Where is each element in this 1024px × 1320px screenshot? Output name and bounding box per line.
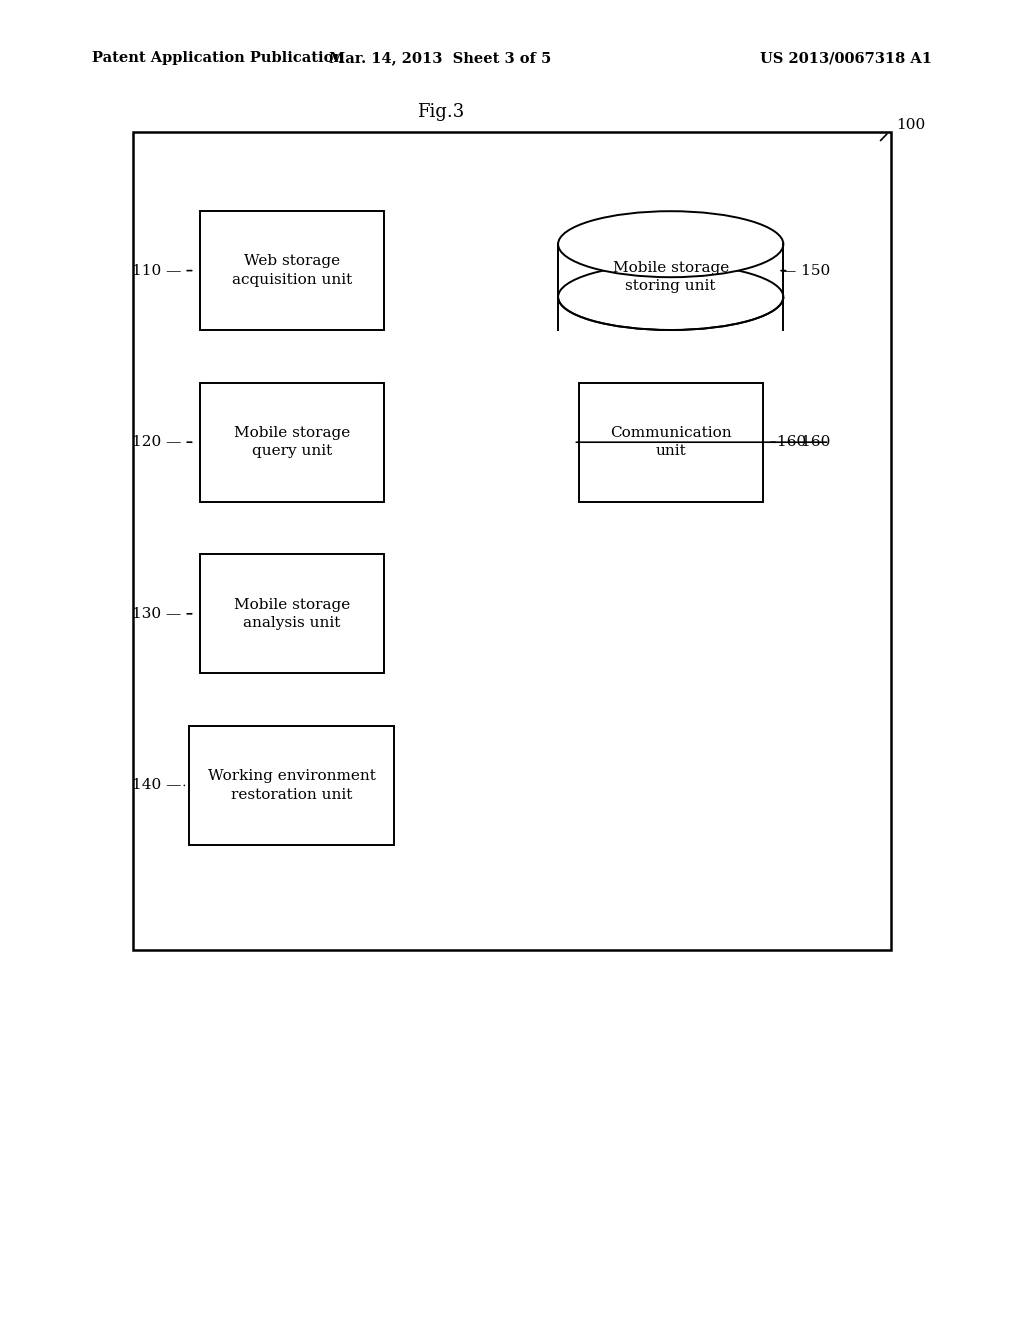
Ellipse shape: [558, 264, 783, 330]
Text: 100: 100: [896, 119, 926, 132]
Text: Patent Application Publication: Patent Application Publication: [92, 51, 344, 65]
FancyBboxPatch shape: [133, 132, 891, 950]
Ellipse shape: [558, 211, 783, 277]
FancyBboxPatch shape: [558, 244, 783, 297]
FancyBboxPatch shape: [200, 383, 384, 502]
Text: Mar. 14, 2013  Sheet 3 of 5: Mar. 14, 2013 Sheet 3 of 5: [329, 51, 552, 65]
Text: — 150: — 150: [781, 264, 830, 277]
Text: 130 —: 130 —: [132, 607, 181, 620]
Text: US 2013/0067318 A1: US 2013/0067318 A1: [760, 51, 932, 65]
Text: 140 —: 140 —: [132, 779, 181, 792]
FancyBboxPatch shape: [200, 211, 384, 330]
Text: Mobile storage
query unit: Mobile storage query unit: [233, 426, 350, 458]
Text: — 160: — 160: [781, 436, 830, 449]
Text: Working environment
restoration unit: Working environment restoration unit: [208, 770, 376, 801]
Text: 110 —: 110 —: [132, 264, 181, 277]
Text: Communication
unit: Communication unit: [610, 426, 731, 458]
Text: Web storage
acquisition unit: Web storage acquisition unit: [231, 255, 352, 286]
Text: Mobile storage
storing unit: Mobile storage storing unit: [612, 261, 729, 293]
Text: 120 —: 120 —: [132, 436, 181, 449]
FancyBboxPatch shape: [189, 726, 394, 845]
Text: 160 —: 160 —: [777, 436, 826, 449]
Text: Mobile storage
analysis unit: Mobile storage analysis unit: [233, 598, 350, 630]
FancyBboxPatch shape: [200, 554, 384, 673]
Text: Fig.3: Fig.3: [417, 103, 464, 121]
FancyBboxPatch shape: [579, 383, 763, 502]
